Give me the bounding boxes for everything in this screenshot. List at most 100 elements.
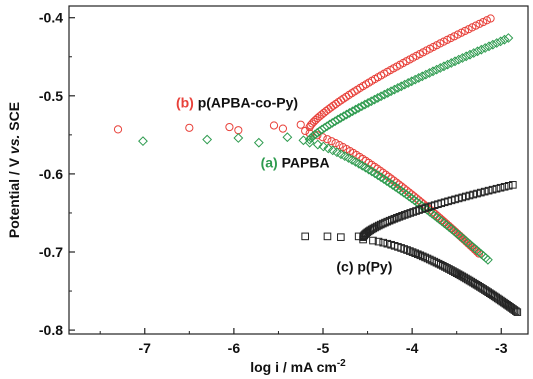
data-point [457, 53, 468, 63]
data-point [404, 191, 414, 202]
data-point [374, 237, 383, 246]
data-point [376, 91, 386, 102]
data-point [225, 122, 234, 132]
data-point [323, 232, 332, 241]
data-point [482, 16, 491, 25]
data-point [406, 76, 417, 87]
data-point [202, 134, 213, 145]
data-point [393, 183, 404, 194]
data-point [410, 74, 421, 85]
data-point [360, 99, 370, 110]
data-point [413, 250, 422, 259]
y-tick-label: -0.5 [39, 88, 63, 104]
data-point [323, 143, 334, 154]
data-point [353, 103, 364, 113]
data-point [473, 189, 481, 198]
data-point [269, 121, 279, 130]
data-point [234, 126, 243, 135]
x-tick-label: -6 [228, 340, 241, 356]
data-point [335, 112, 346, 123]
plot-frame [68, 5, 529, 335]
data-point [416, 251, 425, 260]
data-point [406, 247, 414, 255]
data-point [500, 182, 509, 191]
data-point [472, 46, 483, 57]
data-point [304, 137, 315, 148]
data-point [318, 141, 329, 152]
data-point [379, 89, 390, 100]
data-point [396, 81, 407, 92]
data-point [327, 137, 336, 146]
data-point [379, 238, 388, 247]
data-point [484, 186, 493, 195]
data-point [138, 136, 148, 147]
data-point [301, 232, 309, 241]
axis-ticks: -7 -6 -5 -4 -3 -0.4 -0.5 -0.6 -0.7 -0.8 [39, 10, 508, 356]
data-point [113, 125, 123, 134]
x-axis-title: log i / mA cm-2 [250, 358, 346, 375]
y-tick-label: -0.8 [39, 322, 63, 338]
data-point [323, 135, 332, 144]
data-point [381, 176, 392, 186]
data-point [428, 66, 438, 77]
data-point [492, 184, 501, 193]
data-point [450, 56, 460, 67]
data-point [413, 73, 424, 83]
data-point [376, 172, 386, 183]
data-point [296, 120, 305, 129]
data-point [185, 123, 194, 132]
y-tick-label: -0.4 [39, 10, 63, 26]
data-point [384, 178, 395, 188]
data-point [301, 126, 310, 136]
x-tick-label: -5 [317, 340, 330, 356]
data-point [503, 33, 514, 43]
data-point [461, 51, 472, 62]
data-point [512, 307, 520, 315]
data-point [344, 108, 355, 118]
data-point [496, 183, 505, 192]
data-point [329, 101, 338, 110]
data-point [386, 86, 396, 97]
data-point [491, 38, 502, 48]
data-point [424, 68, 435, 78]
data-point [385, 216, 394, 225]
data-point [476, 44, 487, 55]
data-point [487, 39, 498, 50]
x-tick-label: -7 [139, 340, 152, 356]
data-point [484, 41, 494, 52]
data-point [453, 54, 464, 65]
data-point [495, 36, 506, 47]
data-point [477, 188, 485, 197]
data-point [389, 84, 400, 95]
data-point [435, 63, 446, 73]
data-point [327, 145, 338, 156]
data-point [382, 88, 393, 98]
data-point [400, 211, 409, 219]
y-tick-label: -0.6 [39, 166, 63, 182]
data-point [363, 98, 374, 108]
data-point [488, 185, 497, 194]
data-point [233, 133, 244, 143]
series-c [301, 181, 522, 316]
data-point [396, 185, 406, 196]
data-point [486, 14, 495, 23]
data-point [347, 106, 358, 117]
data-point [480, 187, 489, 196]
data-point [401, 189, 412, 200]
data-point [513, 308, 522, 316]
y-axis-title: Potential / V vs. SCE [6, 102, 22, 238]
data-point [390, 214, 399, 223]
data-point [439, 61, 449, 72]
data-point [308, 131, 318, 142]
data-point [398, 187, 409, 198]
data-point [356, 101, 367, 112]
data-point [326, 103, 336, 112]
data-point [383, 217, 392, 226]
data-point [482, 254, 493, 265]
data-point [313, 131, 322, 140]
data-point [278, 124, 288, 133]
x-tick-label: -4 [406, 340, 419, 356]
data-point [331, 139, 340, 148]
data-point [499, 34, 510, 45]
data-point [479, 17, 488, 27]
